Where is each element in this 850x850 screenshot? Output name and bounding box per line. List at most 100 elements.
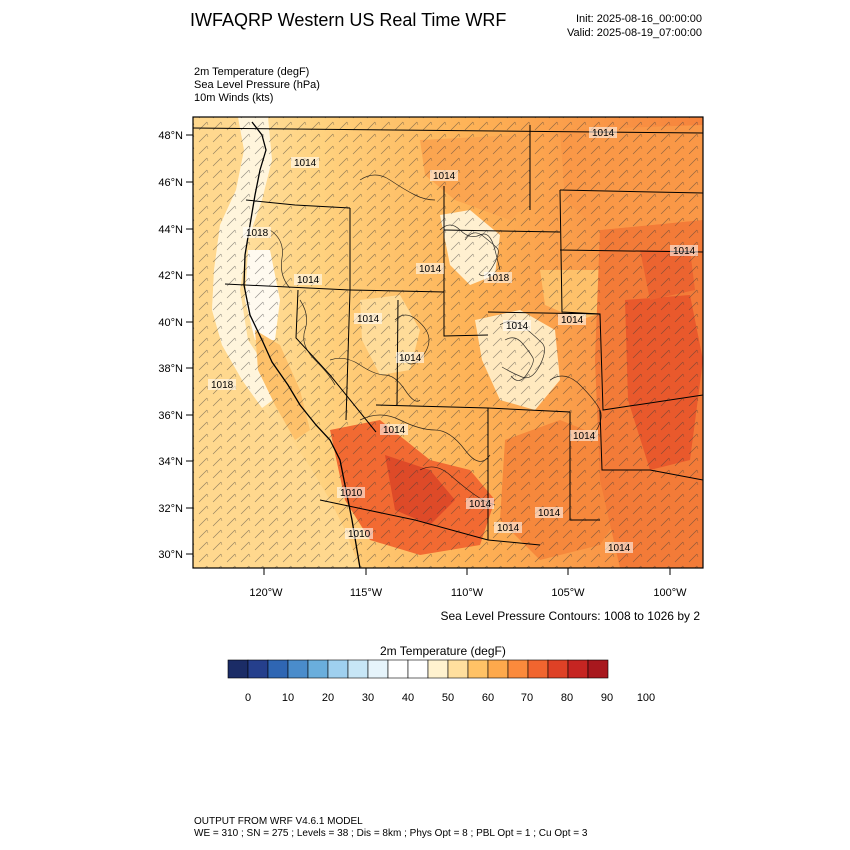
pressure-label: 1010: [345, 528, 373, 540]
colorbar: [227, 659, 609, 679]
lon-tick: 100°W: [653, 568, 687, 599]
svg-text:1014: 1014: [673, 246, 696, 257]
footer-config: WE = 310 ; SN = 275 ; Levels = 38 ; Dis …: [194, 828, 588, 839]
svg-text:1014: 1014: [433, 171, 456, 182]
lat-tick: 30°N: [158, 549, 193, 561]
lat-tick: 42°N: [158, 270, 193, 282]
svg-text:42°N: 42°N: [158, 270, 183, 282]
svg-text:1018: 1018: [211, 380, 234, 391]
colorbar-title: 2m Temperature (degF): [380, 644, 506, 658]
colorbar-tick-label: 10: [282, 692, 294, 704]
lat-tick: 44°N: [158, 224, 193, 236]
svg-text:1014: 1014: [357, 314, 380, 325]
pressure-label: 1018: [484, 272, 512, 284]
lat-tick: 36°N: [158, 410, 193, 422]
lon-tick: 105°W: [551, 568, 585, 599]
svg-text:1014: 1014: [573, 431, 596, 442]
lat-tick: 34°N: [158, 456, 193, 468]
colorbar-cell: [227, 659, 249, 679]
pressure-label: 1014: [416, 263, 444, 275]
pressure-label: 1014: [430, 170, 458, 182]
svg-text:1014: 1014: [608, 543, 631, 554]
colorbar-tick-label: 30: [362, 692, 374, 704]
lat-tick: 32°N: [158, 503, 193, 515]
pressure-label: 1018: [208, 379, 236, 391]
pressure-label: 1014: [380, 424, 408, 436]
latitude-axis: 48°N 46°N 44°N 42°N 40°N 38°N 36°N 34°N …: [158, 130, 193, 561]
colorbar-tick-label: 60: [482, 692, 494, 704]
field-label-pressure: Sea Level Pressure (hPa): [194, 79, 320, 91]
pressure-label: 1014: [466, 498, 494, 510]
colorbar-cell: [507, 659, 529, 679]
colorbar-cell: [587, 659, 609, 679]
svg-text:46°N: 46°N: [158, 177, 183, 189]
colorbar-cell: [547, 659, 569, 679]
pressure-label: 1014: [589, 127, 617, 139]
init-time: Init: 2025-08-16_00:00:00: [576, 13, 702, 25]
colorbar-cell: [367, 659, 389, 679]
svg-text:1014: 1014: [506, 321, 529, 332]
colorbar-cell: [267, 659, 289, 679]
colorbar-tick-label: 90: [601, 692, 613, 704]
pressure-label: 1014: [605, 542, 633, 554]
colorbar-cell: [327, 659, 349, 679]
colorbar-cell: [527, 659, 549, 679]
colorbar-tick-label: 0: [245, 692, 251, 704]
colorbar-cell: [287, 659, 309, 679]
svg-text:32°N: 32°N: [158, 503, 183, 515]
pressure-label: 1014: [494, 522, 522, 534]
pressure-label: 1014: [354, 313, 382, 325]
pressure-label: 1014: [570, 430, 598, 442]
pressure-label: 1014: [503, 320, 531, 332]
field-label-temperature: 2m Temperature (degF): [194, 66, 310, 78]
colorbar-cell: [427, 659, 449, 679]
svg-text:1018: 1018: [246, 228, 269, 239]
longitude-axis: 120°W 115°W 110°W 105°W 100°W: [249, 568, 687, 599]
colorbar-cell: [307, 659, 329, 679]
lon-tick: 120°W: [249, 568, 283, 599]
colorbar-tick-label: 20: [322, 692, 334, 704]
svg-text:1014: 1014: [297, 275, 320, 286]
colorbar-cell: [567, 659, 589, 679]
colorbar-tick-label: 40: [402, 692, 414, 704]
contour-note: Sea Level Pressure Contours: 1008 to 102…: [440, 609, 701, 623]
colorbar-tick-label: 50: [442, 692, 454, 704]
colorbar-cell: [467, 659, 489, 679]
svg-text:44°N: 44°N: [158, 224, 183, 236]
pressure-label: 1014: [535, 507, 563, 519]
svg-text:115°W: 115°W: [350, 587, 383, 599]
svg-text:1014: 1014: [294, 158, 317, 169]
svg-text:1010: 1010: [348, 529, 371, 540]
svg-text:120°W: 120°W: [249, 587, 283, 599]
lon-tick: 110°W: [451, 568, 484, 599]
colorbar-cell: [487, 659, 509, 679]
lat-tick: 46°N: [158, 177, 193, 189]
svg-text:1014: 1014: [497, 523, 520, 534]
svg-text:36°N: 36°N: [158, 410, 183, 422]
field-label-winds: 10m Winds (kts): [194, 92, 274, 104]
svg-text:1014: 1014: [469, 499, 492, 510]
lon-tick: 115°W: [350, 568, 383, 599]
svg-text:1014: 1014: [419, 264, 442, 275]
pressure-label: 1014: [558, 314, 586, 326]
colorbar-cell: [347, 659, 369, 679]
svg-text:1014: 1014: [538, 508, 561, 519]
svg-text:34°N: 34°N: [158, 456, 183, 468]
pressure-label: 1010: [337, 487, 365, 499]
colorbar-tick-label: 80: [561, 692, 573, 704]
colorbar-cell: [247, 659, 269, 679]
svg-text:100°W: 100°W: [653, 587, 687, 599]
svg-text:38°N: 38°N: [158, 363, 183, 375]
pressure-label: 1014: [291, 157, 319, 169]
lat-tick: 48°N: [158, 130, 193, 142]
pressure-label: 1014: [670, 245, 698, 257]
svg-text:105°W: 105°W: [551, 587, 585, 599]
pressure-label: 1018: [243, 227, 271, 239]
pressure-label: 1014: [396, 352, 424, 364]
map-frame: [192, 116, 704, 569]
footer-model: OUTPUT FROM WRF V4.6.1 MODEL: [194, 816, 363, 827]
svg-text:110°W: 110°W: [451, 587, 484, 599]
svg-text:1018: 1018: [487, 273, 510, 284]
valid-time: Valid: 2025-08-19_07:00:00: [567, 27, 702, 39]
